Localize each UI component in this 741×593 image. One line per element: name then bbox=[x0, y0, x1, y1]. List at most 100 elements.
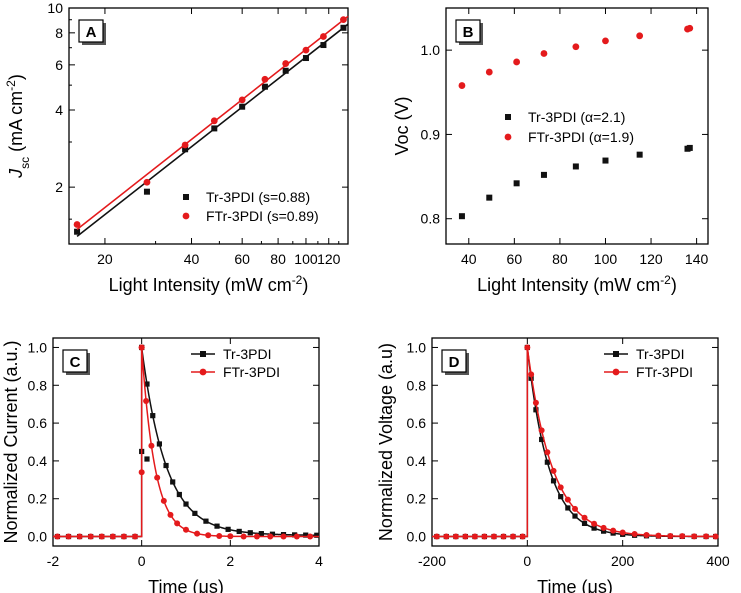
x-tick-label: -2 bbox=[47, 553, 60, 569]
data-point bbox=[211, 125, 218, 132]
data-point bbox=[490, 533, 497, 540]
data-point bbox=[602, 157, 609, 164]
data-point bbox=[225, 526, 231, 532]
data-point bbox=[565, 505, 571, 511]
y-tick-label: 0.0 bbox=[28, 529, 48, 545]
data-point bbox=[581, 520, 588, 527]
data-point bbox=[280, 533, 287, 540]
y-tick-label: 6 bbox=[55, 57, 63, 73]
legend-marker bbox=[504, 133, 512, 141]
data-point bbox=[528, 371, 535, 378]
data-point bbox=[540, 171, 547, 178]
data-point bbox=[176, 491, 182, 498]
data-point bbox=[261, 75, 269, 83]
y-axis-label: Voc (V) bbox=[392, 96, 412, 155]
x-tick-label: 120 bbox=[639, 251, 663, 267]
data-point bbox=[143, 398, 150, 405]
panel-label: A bbox=[86, 24, 97, 41]
data-point bbox=[340, 24, 347, 31]
data-point bbox=[643, 532, 650, 539]
data-point bbox=[320, 42, 327, 49]
x-tick-label: 20 bbox=[97, 251, 113, 267]
data-point bbox=[462, 533, 469, 540]
x-tick-label: 60 bbox=[234, 251, 250, 267]
data-point bbox=[261, 83, 268, 90]
data-point bbox=[572, 163, 579, 170]
legend-marker bbox=[182, 212, 190, 220]
data-point bbox=[524, 344, 531, 351]
data-point bbox=[481, 533, 488, 540]
data-point bbox=[610, 527, 617, 534]
legend-entry: FTr-3PDI bbox=[223, 364, 280, 380]
data-point bbox=[544, 459, 550, 465]
data-point bbox=[282, 60, 290, 67]
data-point bbox=[163, 462, 169, 469]
x-axis-label: Time (μs) bbox=[148, 577, 224, 593]
panel-label-box bbox=[62, 349, 88, 373]
x-tick-label: 0 bbox=[523, 553, 531, 569]
y-tick-label: 2 bbox=[55, 179, 63, 195]
data-point bbox=[591, 520, 598, 527]
data-point bbox=[686, 144, 693, 151]
data-point bbox=[74, 228, 81, 235]
data-point bbox=[267, 533, 274, 540]
data-point bbox=[619, 529, 626, 536]
data-point bbox=[557, 484, 564, 491]
y-axis-label: Normalized Voltage (a.u) bbox=[376, 343, 396, 541]
data-point bbox=[132, 533, 139, 540]
data-point bbox=[532, 399, 539, 406]
data-point bbox=[636, 151, 643, 158]
data-point bbox=[513, 58, 521, 66]
y-tick-label: 0.0 bbox=[407, 529, 427, 545]
y-tick-label: 0.9 bbox=[421, 126, 441, 142]
plot-frame bbox=[52, 337, 320, 547]
data-point bbox=[540, 50, 548, 57]
legend-entry: FTr-3PDI (α=1.9) bbox=[528, 129, 634, 145]
y-tick-label: 1.0 bbox=[421, 42, 441, 58]
y-tick-label: 1.0 bbox=[407, 339, 427, 355]
legend-entry: FTr-3PDI bbox=[636, 364, 693, 380]
data-point bbox=[452, 533, 459, 540]
y-tick-label: 0.8 bbox=[421, 211, 441, 227]
data-point bbox=[510, 533, 517, 540]
data-point bbox=[303, 532, 309, 538]
y-tick-label: 0.8 bbox=[28, 377, 48, 393]
data-point bbox=[194, 530, 201, 537]
data-point bbox=[65, 533, 72, 540]
x-tick-label: 120 bbox=[317, 251, 341, 267]
data-point bbox=[433, 533, 440, 540]
data-point bbox=[500, 533, 507, 540]
panel-d: -200 0 200 400 0.0 0.2 0.4 0.6 0.8 1.0 Time (μs) No… bbox=[376, 337, 730, 593]
data-point bbox=[156, 441, 162, 447]
data-point bbox=[182, 146, 189, 153]
data-point bbox=[138, 344, 145, 351]
data-point bbox=[227, 533, 234, 540]
data-point bbox=[167, 511, 174, 518]
data-point bbox=[302, 46, 310, 54]
data-point bbox=[216, 532, 223, 539]
data-point bbox=[109, 533, 116, 540]
panel-label: D bbox=[449, 354, 460, 371]
data-point bbox=[513, 180, 520, 187]
data-point bbox=[550, 478, 557, 484]
data-point bbox=[679, 533, 686, 540]
data-point bbox=[458, 82, 466, 89]
data-point bbox=[238, 96, 246, 104]
data-point bbox=[686, 24, 694, 32]
panel-label-box bbox=[441, 349, 467, 373]
panel-a: 20 40 60 80 100 120 2 4 6 8 10 Light Intensity (mW … bbox=[4, 0, 349, 295]
data-point bbox=[258, 531, 264, 537]
x-tick-label: 400 bbox=[706, 553, 730, 569]
data-point bbox=[667, 532, 674, 539]
legend-marker bbox=[183, 194, 189, 200]
y-tick-label: 0.2 bbox=[407, 491, 427, 507]
y-tick-label: 0.2 bbox=[28, 491, 48, 507]
data-point bbox=[307, 533, 314, 540]
y-tick-label: 10 bbox=[47, 0, 63, 16]
panel-b: 40 60 80 100 120 140 0.8 0.9 1.0 Light Intensity … bbox=[392, 7, 709, 295]
data-point bbox=[144, 456, 150, 462]
data-point bbox=[236, 528, 242, 535]
data-point bbox=[148, 442, 155, 449]
data-point bbox=[302, 55, 309, 62]
data-point bbox=[240, 533, 247, 540]
